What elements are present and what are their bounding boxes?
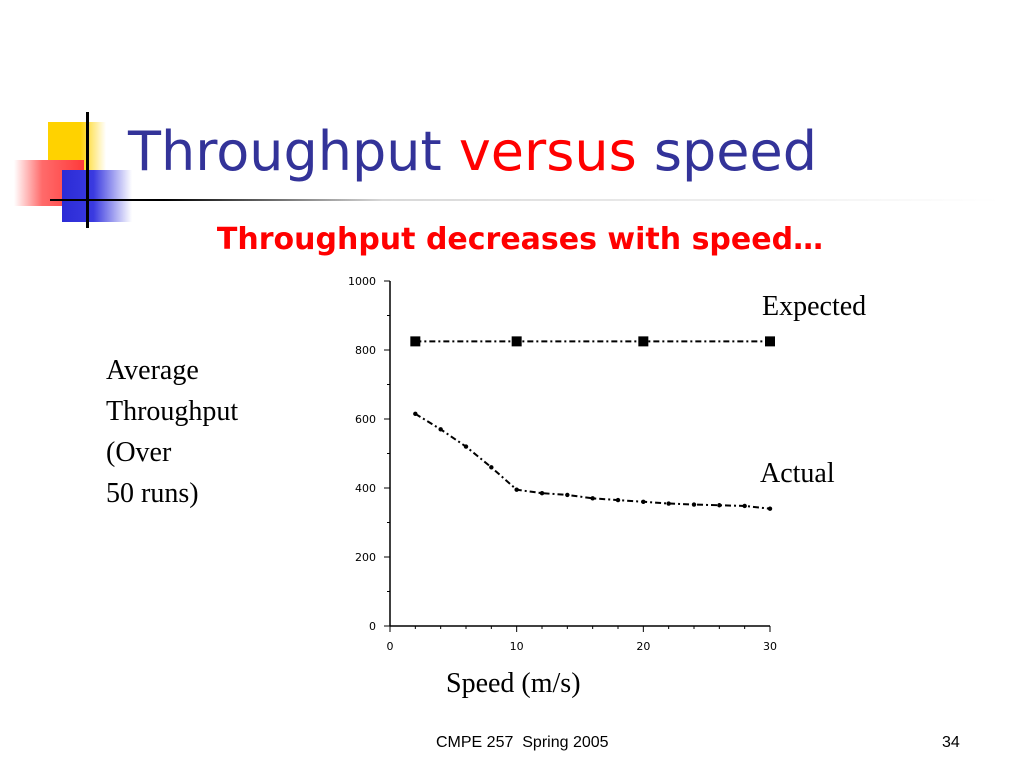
x-tick-label: 10 xyxy=(510,640,524,653)
data-point-expected xyxy=(638,336,649,347)
y-tick-label: 1000 xyxy=(348,275,376,288)
y-axis-label-line: 50 runs) xyxy=(106,478,199,509)
data-point-actual xyxy=(565,492,570,498)
slide-title-versus: versus xyxy=(458,120,637,183)
data-point-expected xyxy=(765,336,775,347)
y-axis-label-line: (Over xyxy=(106,437,172,468)
y-tick-label: 400 xyxy=(355,482,376,495)
data-point-actual xyxy=(413,411,418,417)
data-point-actual xyxy=(767,506,773,511)
y-axis-label-line: Average xyxy=(106,355,199,386)
footer-page-number: 34 xyxy=(942,734,960,751)
decor-vertical-line xyxy=(86,112,89,228)
x-tick-label: 20 xyxy=(636,640,650,653)
title-underline xyxy=(50,199,1000,201)
y-tick-label: 600 xyxy=(355,413,376,426)
series-line-actual xyxy=(414,412,771,510)
x-tick-label: 0 xyxy=(387,640,394,653)
x-tick-label: 30 xyxy=(763,640,777,653)
data-point-actual xyxy=(691,502,697,507)
decor-blue-square xyxy=(62,170,132,222)
x-axis-label: Speed (m/s) xyxy=(446,668,581,699)
y-tick-label: 800 xyxy=(355,344,376,357)
throughput-chart: 0 200 400 600 800 1000 0 10 20 30 xyxy=(348,275,777,653)
data-point-actual xyxy=(514,487,519,492)
y-tick-label: 0 xyxy=(369,620,376,633)
data-point-actual xyxy=(590,496,595,501)
y-tick-label: 200 xyxy=(355,551,376,564)
data-point-actual xyxy=(489,465,494,470)
series-label-actual: Actual xyxy=(760,458,835,489)
y-axis-label: Average Throughput (Over 50 runs) xyxy=(106,350,238,514)
data-point-actual xyxy=(742,503,747,509)
data-point-actual xyxy=(666,501,671,506)
data-point-actual xyxy=(615,497,621,503)
slide-title: Throughput versus speed xyxy=(128,122,817,181)
data-point-actual xyxy=(463,444,469,449)
y-axis-label-line: Throughput xyxy=(106,396,239,427)
data-point-actual xyxy=(641,499,646,504)
data-point-expected xyxy=(511,336,522,347)
series-label-expected: Expected xyxy=(762,291,867,322)
data-point-expected xyxy=(410,336,421,347)
slide-title-start: Throughput xyxy=(128,120,459,183)
data-point-actual xyxy=(438,427,443,432)
data-point-actual xyxy=(539,490,545,496)
footer-course: CMPE 257 Spring 2005 xyxy=(436,734,609,751)
slide-title-end: speed xyxy=(636,120,818,183)
data-point-actual xyxy=(717,503,722,508)
slide-subtitle: Throughput decreases with speed… xyxy=(216,222,824,257)
